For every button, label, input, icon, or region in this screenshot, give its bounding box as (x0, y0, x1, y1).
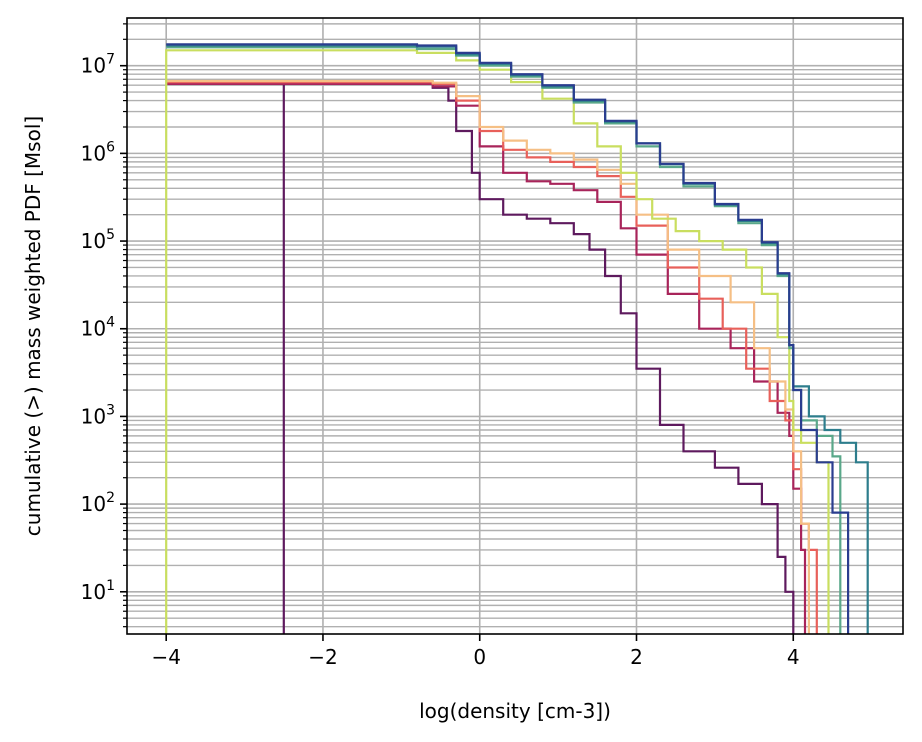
x-tick-label: 0 (473, 645, 486, 669)
y-tick-label: 105 (81, 227, 115, 253)
y-tick-label: 102 (81, 490, 115, 516)
series-line-3 (166, 81, 818, 634)
y-tick-label: 107 (81, 52, 115, 78)
series-line-2 (166, 82, 807, 634)
x-tick-label: 4 (787, 645, 800, 669)
y-tick-label: 103 (81, 402, 115, 428)
x-axis: −4 −2 0 2 4 (151, 634, 800, 669)
series-group (165, 43, 869, 634)
y-tick-label: 106 (81, 139, 115, 165)
y-tick-label: 101 (81, 578, 115, 604)
grid (127, 18, 903, 634)
x-tick-label: 2 (630, 645, 643, 669)
series-line-1 (282, 82, 795, 634)
x-tick-label: −2 (308, 645, 337, 669)
x-tick-label: −4 (151, 645, 180, 669)
y-tick-label: 104 (81, 315, 115, 341)
y-axis: 101 102 103 104 105 106 107 (81, 23, 127, 628)
x-axis-label: log(density [cm-3]) (419, 699, 611, 723)
series-line-8 (166, 43, 850, 634)
plot-frame (126, 17, 904, 635)
y-axis-label: cumulative (>) mass weighted PDF [Msol] (21, 116, 45, 536)
